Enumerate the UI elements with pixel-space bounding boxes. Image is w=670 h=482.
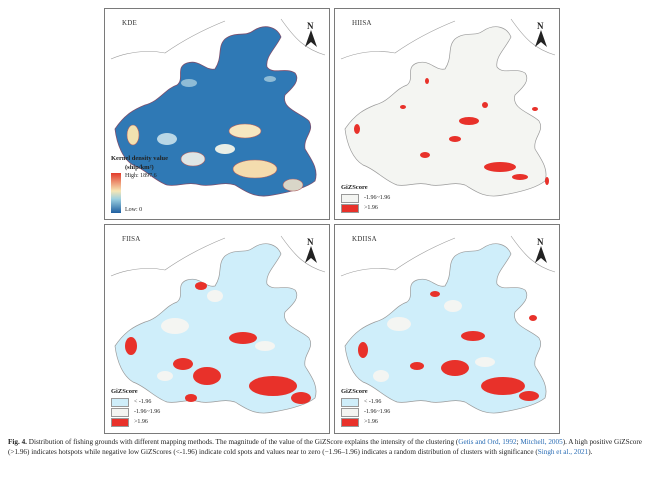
hotspot: [193, 367, 221, 385]
hotspot: [358, 342, 368, 358]
panel-title: KDE: [122, 19, 137, 27]
legend-item: < -1.96: [341, 397, 390, 407]
hotspot: [425, 78, 429, 84]
kde-map: [110, 18, 326, 197]
figure-caption: Fig. 4. Distribution of fishing grounds …: [8, 438, 642, 456]
hotspot: [185, 394, 197, 402]
hotspot: [512, 174, 528, 180]
north-arrow-icon: N: [533, 21, 549, 47]
hotspot: [181, 79, 197, 87]
hiisa-map: [340, 18, 556, 197]
hotspot: [484, 162, 516, 172]
citation-link[interactable]: Getis and Ord, 1992: [458, 438, 517, 446]
hotspot: [529, 315, 537, 321]
hotspot: [291, 392, 311, 404]
hotspot: [354, 124, 360, 134]
north-arrow-icon: N: [303, 21, 319, 47]
hotspot: [249, 376, 297, 396]
legend-title: GiZScore: [341, 184, 368, 191]
hotspot: [545, 177, 549, 185]
hiisa-panel: HIISA N GiZScore -1.96~1.96 >1.96: [334, 8, 560, 220]
hotspot: [461, 331, 485, 341]
fiisa-map: [110, 235, 326, 414]
land-outline: [340, 18, 556, 60]
land-outline: [110, 235, 326, 277]
legend-title: GiZScore: [341, 388, 368, 395]
sea-region: [344, 26, 547, 197]
legend-high: High: 1897.6: [125, 173, 157, 179]
neutral-zone: [444, 300, 462, 312]
legend-item: -1.96~1.96: [341, 193, 390, 203]
neutral-zone: [387, 317, 411, 331]
legend-low: Low: 0: [125, 207, 143, 213]
kdiisa-panel: KDIISA N GiZScore < -1.96 -1.96~1.96 >1.…: [334, 224, 560, 434]
hotspot: [449, 136, 461, 142]
hotspot: [228, 123, 262, 139]
legend-title: GiZScore: [111, 388, 138, 395]
sea-region: [114, 243, 317, 414]
hotspot: [410, 362, 424, 370]
hotspot: [180, 151, 206, 167]
hotspot: [420, 152, 430, 158]
hotspot: [126, 124, 140, 146]
hotspot: [229, 332, 257, 344]
neutral-zone: [255, 341, 275, 351]
hotspot: [125, 337, 137, 355]
kde-panel: KDE N Kernel density value (ship/km²) Hi…: [104, 8, 330, 220]
legend-item: -1.96~1.96: [111, 407, 160, 417]
fiisa-legend: GiZScore < -1.96 -1.96~1.96 >1.96: [111, 388, 160, 427]
fiisa-panel: FIISA N GiZScore < -1.96 -1.96~1.96 >1.9…: [104, 224, 330, 434]
north-arrow-icon: N: [303, 237, 319, 263]
kdiisa-map: [340, 235, 556, 414]
hotspot: [430, 291, 440, 297]
legend-item: < -1.96: [111, 397, 160, 407]
kde-legend: Kernel density value (ship/km²) High: 18…: [111, 155, 168, 213]
panel-title: KDIISA: [352, 235, 377, 243]
figure-label: Fig. 4.: [8, 438, 27, 446]
neutral-zone: [475, 357, 495, 367]
neutral-zone: [157, 371, 173, 381]
north-arrow-icon: N: [533, 237, 549, 263]
hotspot: [441, 360, 469, 376]
legend-item: >1.96: [111, 417, 160, 427]
hotspot: [400, 105, 406, 109]
legend-item: >1.96: [341, 203, 390, 213]
neutral-zone: [161, 318, 189, 334]
land-outline: [110, 18, 326, 60]
hotspot: [532, 107, 538, 111]
hotspot: [282, 178, 304, 192]
density-gradient: [111, 173, 121, 213]
hotspot: [232, 159, 278, 179]
sea-region: [344, 243, 547, 414]
neutral-zone: [373, 370, 389, 382]
hotspot: [215, 144, 235, 154]
panel-title: FIISA: [122, 235, 141, 243]
hotspot: [519, 391, 539, 401]
citation-link[interactable]: Mitchell, 2005: [520, 438, 563, 446]
hotspot: [195, 282, 207, 290]
hotspot: [482, 102, 488, 108]
citation-link[interactable]: Singh et al., 2021: [537, 448, 589, 456]
legend-item: >1.96: [341, 417, 390, 427]
hotspot: [264, 76, 276, 82]
hotspot: [157, 133, 177, 145]
neutral-zone: [207, 290, 223, 302]
hotspot: [459, 117, 479, 125]
panel-title: HIISA: [352, 19, 372, 27]
legend-unit: (ship/km²): [125, 164, 154, 171]
sea-region: [114, 26, 317, 197]
land-outline: [340, 235, 556, 277]
kdiisa-legend: GiZScore < -1.96 -1.96~1.96 >1.96: [341, 388, 390, 427]
legend-item: -1.96~1.96: [341, 407, 390, 417]
hotspot: [481, 377, 525, 395]
hiisa-legend: GiZScore -1.96~1.96 >1.96: [341, 184, 390, 213]
hotspot: [173, 358, 193, 370]
legend-title: Kernel density value: [111, 155, 169, 162]
